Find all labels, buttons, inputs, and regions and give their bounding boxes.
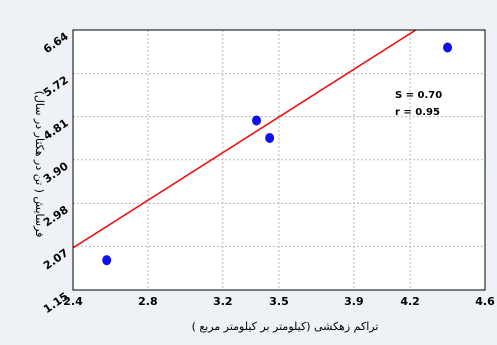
- x-tick-label-1: 2.8: [138, 295, 158, 308]
- stat-r-label: r = 0.95: [395, 107, 440, 118]
- y-tick-label-1: 2.07: [41, 246, 71, 272]
- stat-s-label: S = 0.70: [395, 90, 442, 101]
- plot-border: [72, 29, 486, 291]
- x-tick-label-4: 3.9: [344, 295, 364, 308]
- fit-line-layer: [73, 30, 418, 249]
- x-tick-label-5: 4.2: [400, 295, 420, 308]
- y-tick-label-6: 6.64: [41, 30, 71, 56]
- stats-box: S = 0.70 r = 0.95: [395, 90, 442, 118]
- data-point-2: [265, 132, 275, 143]
- data-point-0: [102, 255, 112, 266]
- regression-line: [73, 30, 418, 249]
- x-axis-title: تراکم زهکشی (کیلومتر بر کیلومتر مربع ): [192, 320, 379, 333]
- x-tick-label-0: 2.4: [63, 295, 83, 308]
- x-tick-label-3: 3.5: [269, 295, 289, 308]
- data-point-1: [252, 115, 262, 126]
- x-tick-label-6: 4.6: [475, 295, 495, 308]
- x-tick-labels: 2.4 2.8 3.2 3.5 3.9 4.2 4.6: [63, 295, 495, 308]
- data-point-3: [443, 42, 453, 53]
- y-tick-label-0: 1.15: [41, 290, 71, 316]
- y-axis-title: فرسایش ( تن در هکتار در سال): [33, 91, 46, 238]
- data-points-layer: [102, 42, 453, 266]
- x-tick-label-2: 3.2: [213, 295, 233, 308]
